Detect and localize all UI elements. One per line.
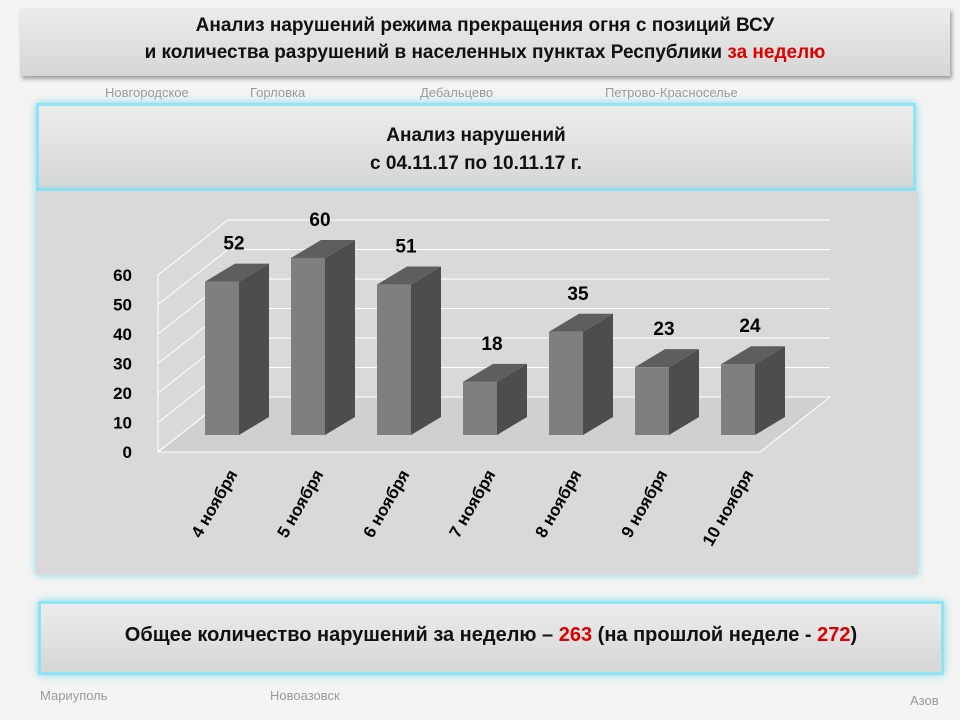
chart-title: Анализ нарушений (386, 125, 566, 146)
bar-top (377, 266, 441, 285)
map-label: Новоазовск (270, 688, 340, 703)
bar-front (463, 381, 497, 435)
y-tick-label: 40 (113, 325, 132, 344)
header-line: Анализ нарушений режима прекращения огня… (195, 15, 775, 36)
x-tick-label: 4 ноября (187, 467, 241, 542)
map-label: Горловка (250, 85, 306, 100)
footer: Общее количество нарушений за неделю – 2… (38, 601, 944, 675)
bar-side (411, 266, 441, 435)
footer-total: 263 (558, 624, 593, 646)
bar-top (463, 363, 527, 382)
bar-front (549, 331, 583, 435)
bar-side (239, 263, 269, 435)
bar-front (291, 258, 325, 435)
map-label: Мариуполь (40, 688, 108, 703)
bar (635, 349, 699, 435)
header-text: и количества разрушений в населенных пун… (144, 42, 723, 63)
bar-front (721, 364, 755, 435)
bar (549, 313, 613, 435)
y-tick-label: 10 (113, 414, 132, 433)
bar-top (549, 313, 613, 332)
x-tick-label: 8 ноября (531, 467, 585, 542)
footer-text: Общее количество нарушений за неделю – (124, 624, 554, 646)
bar-side (325, 240, 355, 435)
data-label: 51 (395, 237, 417, 258)
bar (205, 263, 269, 435)
bar-side (669, 349, 699, 435)
bar (291, 240, 355, 435)
bar-top (205, 263, 269, 282)
bar (463, 363, 527, 435)
data-label: 23 (653, 319, 674, 340)
bar-front (377, 284, 411, 435)
bar-side (583, 313, 613, 435)
data-label: 35 (567, 284, 589, 305)
footer-text: (на прошлой неделе - (597, 624, 812, 646)
bar-side (497, 363, 527, 435)
map-label: Новгородское (105, 85, 189, 100)
bar-front (635, 367, 669, 435)
y-tick-label: 30 (113, 355, 132, 374)
y-tick-label: 20 (113, 384, 132, 403)
x-tick-label: 6 ноября (359, 467, 413, 542)
data-label: 60 (309, 210, 330, 231)
map-label: Дебальцево (420, 85, 493, 100)
chart: 0 10 20 30 40 50 60 52 4 ноября 60 5 ноября 51 6 ноя… (36, 191, 918, 575)
x-tick-label: 5 ноября (273, 467, 327, 542)
data-label: 18 (481, 334, 502, 355)
data-label: 52 (223, 234, 244, 255)
bar (721, 346, 785, 435)
map-label: Азов (910, 693, 939, 708)
grid-line (157, 219, 830, 276)
bar-top (291, 240, 355, 258)
y-tick-label: 50 (113, 296, 132, 315)
header-line: и количества разрушений в населенных пун… (20, 39, 950, 66)
bar (377, 266, 441, 435)
bar-top (721, 346, 785, 365)
bar-front (205, 281, 239, 435)
bar-side (755, 346, 785, 435)
data-label: 24 (739, 316, 761, 337)
x-tick-label: 9 ноября (617, 467, 671, 542)
chart-subtitle: с 04.11.17 по 10.11.17 г. (370, 153, 582, 174)
chart-title-box: Анализ нарушений с 04.11.17 по 10.11.17 … (36, 103, 916, 191)
footer-text: ) (850, 624, 858, 646)
bar-top (635, 349, 699, 368)
header: Анализ нарушений режима прекращения огня… (20, 8, 950, 76)
grid-line (157, 249, 830, 305)
x-tick-label: 10 ноября (699, 467, 758, 550)
footer-previous: 272 (817, 624, 851, 646)
map-label: Петрово-Красноселье (605, 85, 738, 100)
y-tick-label: 0 (123, 443, 132, 462)
header-highlight: за неделю (727, 42, 826, 63)
y-tick-label: 60 (113, 266, 132, 285)
x-tick-label: 7 ноября (445, 467, 499, 542)
